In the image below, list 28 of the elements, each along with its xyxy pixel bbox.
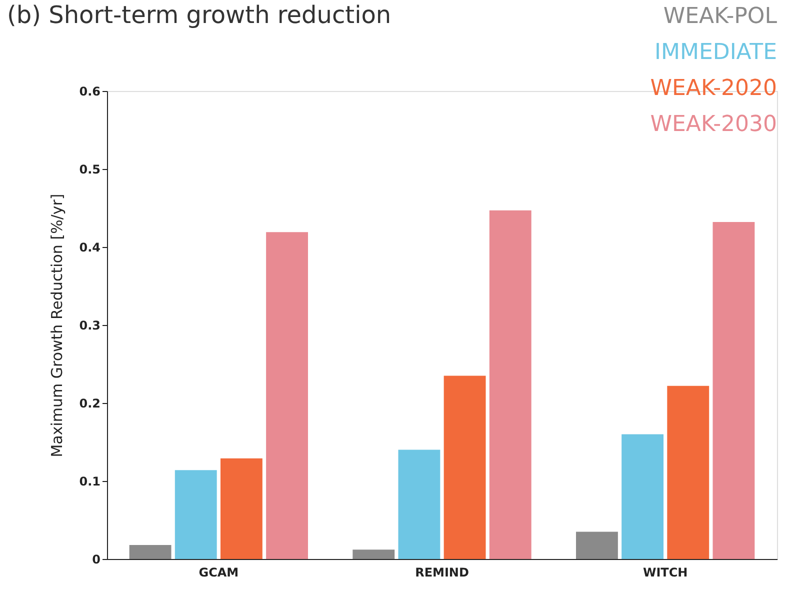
chart-title: (b) Short-term growth reduction (7, 1, 392, 29)
x-tick-label: WITCH (642, 566, 688, 580)
y-tick-label: 0.5 (79, 162, 100, 176)
text: IMMEDIATE (654, 40, 777, 65)
bar (576, 532, 618, 559)
y-axis-title: Maximum Growth Reduction [%/yr] (48, 194, 66, 458)
bar (174, 470, 217, 559)
y-tick-label: 0.3 (79, 318, 100, 332)
bar (712, 222, 755, 559)
x-tick-label: GCAM (198, 566, 239, 580)
y-tick-label: 0.1 (79, 474, 100, 488)
bar (622, 434, 664, 559)
bar (667, 386, 710, 559)
bar (444, 376, 486, 559)
x-tick-label: REMIND (415, 566, 469, 580)
y-tick-label: 0 (92, 552, 100, 566)
text: WEAK-2030 (650, 112, 777, 137)
text: WEAK-2020 (650, 76, 777, 101)
bar (352, 550, 395, 559)
bar (129, 544, 172, 559)
bar (220, 458, 262, 559)
text: WEAK-POL (663, 4, 778, 29)
y-tick-label: 0.4 (79, 240, 100, 254)
bar (398, 450, 440, 559)
bar (489, 210, 532, 559)
bar (266, 232, 308, 559)
y-tick-label: 0.6 (79, 84, 100, 98)
y-tick-label: 0.2 (79, 396, 100, 410)
